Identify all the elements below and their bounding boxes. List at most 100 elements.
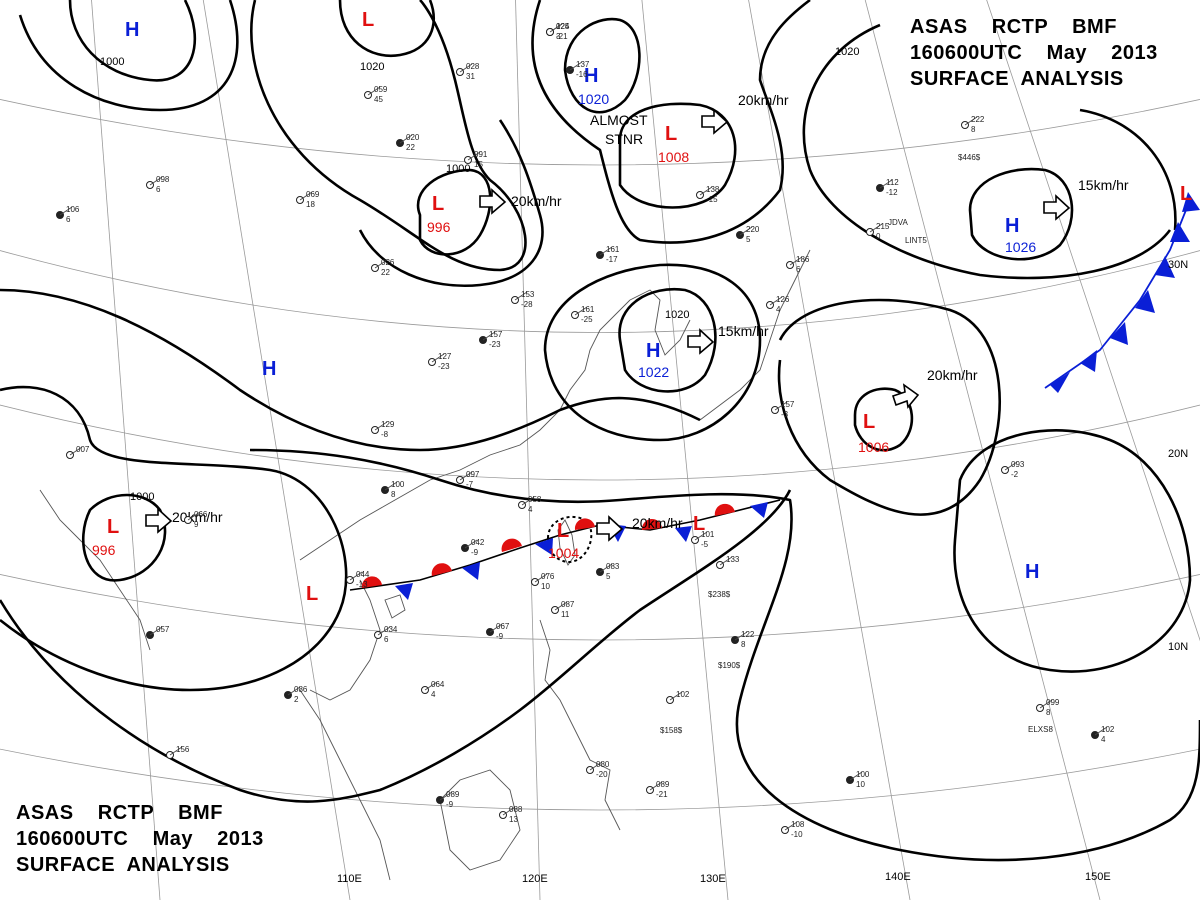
station-tendency: -23 (438, 362, 450, 371)
isobar-tropics (249, 448, 1200, 862)
station-plot: 108-10 (781, 820, 805, 839)
korea-coast (629, 289, 691, 356)
mv-japan: 15km/hr (687, 323, 769, 355)
station-pressure: 106 (66, 205, 80, 214)
station-pressure: 089 (446, 790, 460, 799)
station-pressure: 161 (581, 305, 595, 314)
station-plot: 101-5 (691, 530, 715, 549)
wind-barb-icon (399, 134, 413, 144)
parallel-0 (0, 748, 1200, 811)
meridian-120e (515, 0, 541, 900)
station-pressure: 024 (556, 22, 570, 31)
station-pressure: 007 (76, 445, 90, 454)
station-tendency: 6 (384, 635, 389, 644)
station-tendency: 8 (1046, 708, 1051, 717)
isobar-1000-big (250, 0, 527, 272)
station-pressure: 122 (741, 630, 755, 639)
ship-id: ELXS8 (1028, 725, 1053, 734)
wind-barb-icon (784, 821, 798, 831)
lon-labels: 110E 120E 130E 140E 150E (337, 871, 1111, 885)
wind-barb-icon (467, 151, 481, 161)
pressure-centers: H L H 1020 L 996 L 1008 H 1026 H H 1022 … (92, 9, 1192, 605)
wind-barb-icon (879, 179, 893, 189)
station-tendency: 15 (474, 160, 483, 169)
parallel-40n (0, 98, 1200, 166)
arrow-icon (596, 515, 624, 542)
wind-barb-icon (459, 471, 473, 481)
warm-front-bumps (361, 503, 735, 588)
station-tendency: 4 (776, 305, 781, 314)
wind-barb-icon (739, 226, 753, 236)
station-plot: 1008 (381, 480, 405, 499)
l-corner-letter: L (1180, 183, 1192, 205)
station-plot: 067-9 (486, 622, 510, 641)
wind-barb-icon (769, 296, 783, 306)
mv-mongolia: 20km/hr (479, 188, 562, 215)
station-tendency: 8 (391, 490, 396, 499)
station-pressure: 099 (1046, 698, 1060, 707)
h-south-letter: H (1025, 561, 1039, 583)
h-nw-letter: H (125, 19, 139, 41)
isobar-label-1: 1000 (100, 56, 124, 68)
station-pressure: 080 (596, 760, 610, 769)
station-plot: 127-23 (428, 352, 452, 371)
station-plot: 157-3 (771, 400, 795, 419)
arrow-icon (145, 507, 173, 534)
station-tendency: 3 (556, 32, 561, 41)
station-tendency: 13 (509, 815, 518, 824)
arrow-icon (891, 383, 920, 409)
station-tendency: 9 (194, 520, 199, 529)
isobar-okhotsk-low (618, 102, 737, 209)
isobars (0, 0, 1200, 862)
station-pressure: 186 (796, 255, 810, 264)
ship-id: JDVA (888, 218, 909, 227)
l-mongolia-letter: L (432, 193, 444, 215)
station-plot: 097-7 (456, 470, 480, 489)
station-plot: 153-28 (511, 290, 535, 309)
station-tendency: 18 (306, 200, 315, 209)
station-pressure: 058 (528, 495, 542, 504)
station-pressure: 097 (466, 470, 480, 479)
l-taiwan-letter: L (557, 520, 569, 542)
station-tendency: 31 (466, 72, 475, 81)
mv-pacific: 15km/hr (1043, 177, 1129, 221)
wind-barb-icon (599, 563, 613, 573)
stationary-front (349, 499, 781, 591)
isobar-1026 (968, 167, 1074, 261)
station-plot: 137-16 (566, 60, 590, 79)
mv-pacific-label: 15km/hr (1078, 177, 1129, 193)
isobar-india-outer (0, 385, 348, 692)
malay-coast (299, 689, 391, 881)
lon-label-120e: 120E (522, 873, 548, 885)
mv-taiwan: 20km/hr (596, 515, 683, 542)
station-plot: 156 (166, 745, 190, 759)
station-pressure: 076 (541, 572, 555, 581)
title-top: ASAS RCTP BMF 160600UTC May 2013 SURFACE… (910, 14, 1158, 92)
wind-barb-icon (367, 86, 381, 96)
h-japan-value: 1022 (638, 364, 669, 380)
mv-east-label: 20km/hr (927, 367, 978, 383)
station-reports: 125-210594502831020220911509861066069180… (56, 22, 1115, 839)
l-okhotsk-value: 1008 (658, 149, 689, 165)
isobar-1006-low (853, 387, 914, 452)
parallel-30n (0, 250, 1200, 333)
hainan (384, 594, 406, 619)
wind-barb-icon (482, 331, 496, 341)
station-pressure: 157 (781, 400, 795, 409)
station-plot: 133 (716, 555, 740, 569)
station-pressure: 125 (556, 22, 570, 31)
cold-front-pacific-teeth (1050, 192, 1200, 393)
